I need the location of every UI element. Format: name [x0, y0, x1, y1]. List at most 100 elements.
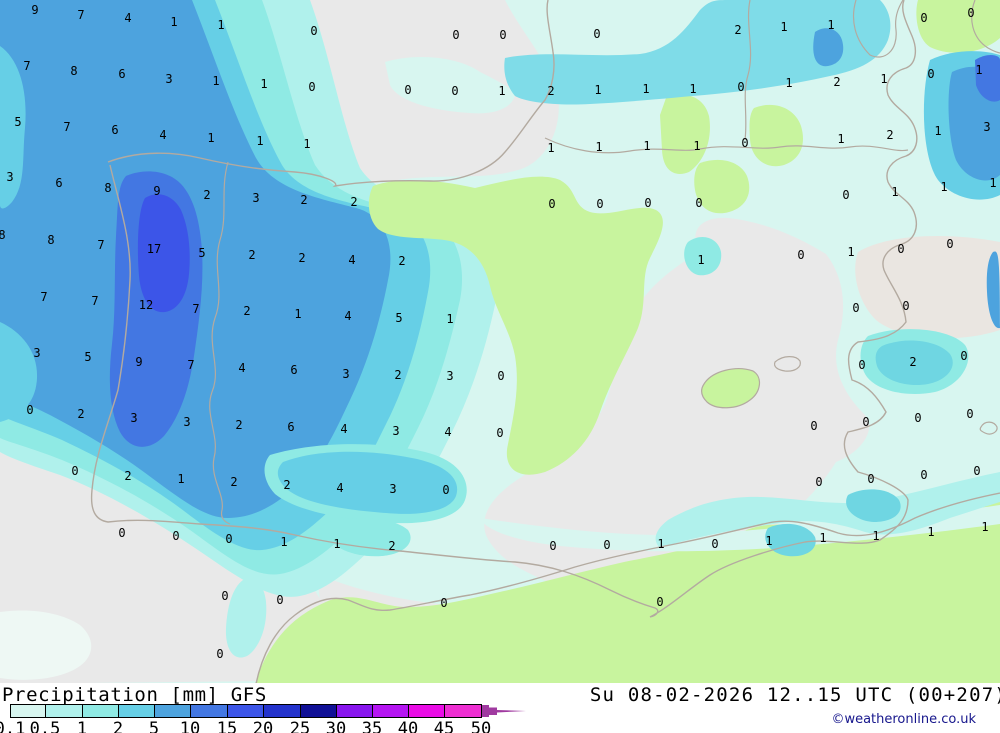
precip-value: 2	[230, 475, 238, 489]
precip-value: 3	[130, 411, 138, 425]
precip-value: 1	[294, 307, 302, 321]
precip-value: 1	[785, 76, 793, 90]
precip-value: 4	[124, 11, 132, 25]
precip-value: 5	[198, 246, 206, 260]
precip-value: 2	[124, 469, 132, 483]
sea-warm-patch-ne	[855, 236, 1000, 339]
precip-value: 7	[187, 358, 195, 372]
precip-value: 2	[388, 539, 396, 553]
precip-value: 0	[695, 196, 703, 210]
precip-value: 0	[118, 526, 126, 540]
legend-tick-label: 30	[325, 719, 347, 733]
legend-title: Precipitation [mm] GFS	[2, 684, 267, 706]
island-menorca	[773, 356, 801, 372]
precip-value: 1	[498, 84, 506, 98]
precip-value: 0	[596, 197, 604, 211]
legend-tick-label: 5	[148, 719, 160, 733]
precip-value: 6	[118, 67, 126, 81]
precip-value: 0	[593, 27, 601, 41]
forecast-datetime: Su 08-02-2026 12..15 UTC (00+207)	[589, 684, 1000, 706]
precip-value: 0	[946, 237, 954, 251]
rain-south-spain-core	[277, 451, 458, 514]
land-france-a	[660, 94, 710, 174]
precip-value: 0	[221, 589, 229, 603]
precip-value: 1	[827, 18, 835, 32]
precip-value: 6	[287, 420, 295, 434]
precip-value: 1	[303, 137, 311, 151]
precip-value: 0	[442, 483, 450, 497]
precip-value: 8	[104, 181, 112, 195]
rain-2-notch-b	[0, 322, 38, 422]
precip-value: 9	[31, 3, 39, 17]
precip-value: 7	[192, 302, 200, 316]
precip-value: 1	[212, 74, 220, 88]
precip-value: 1	[981, 520, 989, 534]
legend-tick-label: 2	[112, 719, 124, 733]
border-portugal-spain	[209, 161, 231, 525]
precip-value: 0	[440, 596, 448, 610]
precip-value: 8	[0, 228, 6, 242]
rain-balearic-core	[875, 340, 953, 386]
precip-value: 0	[810, 419, 818, 433]
precip-value: 8	[70, 64, 78, 78]
precip-value: 3	[342, 367, 350, 381]
rain-ne-10-tip	[975, 55, 1000, 102]
land-france-c	[694, 159, 750, 214]
precip-value: 0	[741, 136, 749, 150]
precip-value: 0	[225, 532, 233, 546]
precip-value: 1	[847, 245, 855, 259]
precip-value: 1	[657, 537, 665, 551]
precip-value: 1	[280, 535, 288, 549]
precip-value: 1	[780, 20, 788, 34]
precip-value: 0	[897, 242, 905, 256]
land-iberia-east	[368, 176, 663, 475]
precip-value: 2	[398, 254, 406, 268]
precip-value: 1	[643, 139, 651, 153]
precip-value: 1	[697, 253, 705, 267]
legend-color-segment	[227, 704, 264, 718]
legend-tick-label: 25	[289, 719, 311, 733]
legend-color-segment	[444, 704, 482, 718]
precip-value: 0	[452, 28, 460, 42]
precip-value: 1	[260, 77, 268, 91]
precip-value: 3	[389, 482, 397, 496]
rain-valencia-blob	[684, 237, 722, 276]
legend-tick-label: 50	[470, 719, 492, 733]
precip-value: 4	[238, 361, 246, 375]
precip-value: 0	[404, 83, 412, 97]
border-pyrenees	[544, 137, 909, 154]
precip-value: 1	[927, 525, 935, 539]
copyright-link[interactable]: ©weatheronline.co.uk	[831, 712, 976, 727]
precip-value: 1	[989, 176, 997, 190]
precip-value: 12	[138, 298, 154, 312]
precip-value: 2	[77, 407, 85, 421]
precip-value: 4	[348, 253, 356, 267]
precip-value: 0	[276, 593, 284, 607]
precip-value: 0	[451, 84, 459, 98]
precip-value: 0	[797, 248, 805, 262]
precip-value: 1	[880, 72, 888, 86]
legend-color-segment	[336, 704, 373, 718]
precip-value: 1	[446, 312, 454, 326]
precip-value: 1	[170, 15, 178, 29]
precip-value: 1	[765, 534, 773, 548]
precip-value: 0	[26, 403, 34, 417]
precip-value: 0	[737, 80, 745, 94]
legend-color-segment	[372, 704, 409, 718]
sea-biscay-inlet	[385, 57, 515, 114]
precip-value: 2	[909, 355, 917, 369]
precip-value: 1	[693, 139, 701, 153]
precip-value: 0	[960, 349, 968, 363]
precip-value: 0	[496, 426, 504, 440]
border-france-squiggles	[744, 0, 1000, 141]
precip-value: 0	[914, 411, 922, 425]
precip-value: 7	[40, 290, 48, 304]
precip-value: 0	[172, 529, 180, 543]
land-france-b	[749, 104, 804, 167]
precip-value: 1	[689, 82, 697, 96]
precip-value: 17	[146, 242, 162, 256]
precip-value: 5	[395, 311, 403, 325]
precip-value: 2	[547, 84, 555, 98]
precip-value: 0	[842, 188, 850, 202]
